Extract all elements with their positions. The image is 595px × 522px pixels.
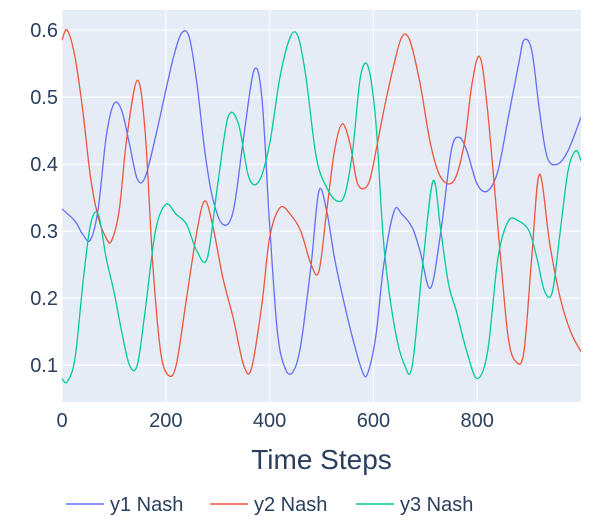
grid-lines — [61, 10, 581, 402]
series-line-3 — [62, 31, 581, 384]
legend-label: y1 Nash — [110, 494, 183, 516]
plot-background — [62, 10, 581, 402]
y-tick-label: 0.4 — [30, 154, 58, 176]
y-tick-label: 0.3 — [30, 221, 58, 243]
y-tick-label: 0.6 — [30, 20, 58, 42]
x-tick-label: 200 — [149, 410, 182, 432]
x-tick-label: 600 — [357, 410, 390, 432]
legend-item-3[interactable]: y3 Nash — [356, 494, 473, 516]
x-tick-label: 0 — [56, 410, 67, 432]
x-tick-label: 800 — [461, 410, 494, 432]
legend-label: y3 Nash — [400, 494, 473, 516]
legend-item-2[interactable]: y2 Nash — [210, 494, 327, 516]
y-tick-label: 0.1 — [30, 355, 58, 377]
x-axis-title: Time Steps — [251, 444, 392, 475]
legend[interactable]: y1 Nash y2 Nash y3 Nash — [66, 494, 473, 516]
y-axis-ticks: 0.1 0.2 0.3 0.4 0.5 0.6 — [30, 20, 58, 377]
x-tick-label: 400 — [253, 410, 286, 432]
y-tick-label: 0.5 — [30, 87, 58, 109]
x-axis-ticks: 0 200 400 600 800 — [56, 410, 493, 432]
series-lines — [62, 29, 581, 384]
legend-label: y2 Nash — [254, 494, 327, 516]
legend-item-1[interactable]: y1 Nash — [66, 494, 183, 516]
y-tick-label: 0.2 — [30, 288, 58, 310]
series-line-2 — [62, 29, 581, 378]
